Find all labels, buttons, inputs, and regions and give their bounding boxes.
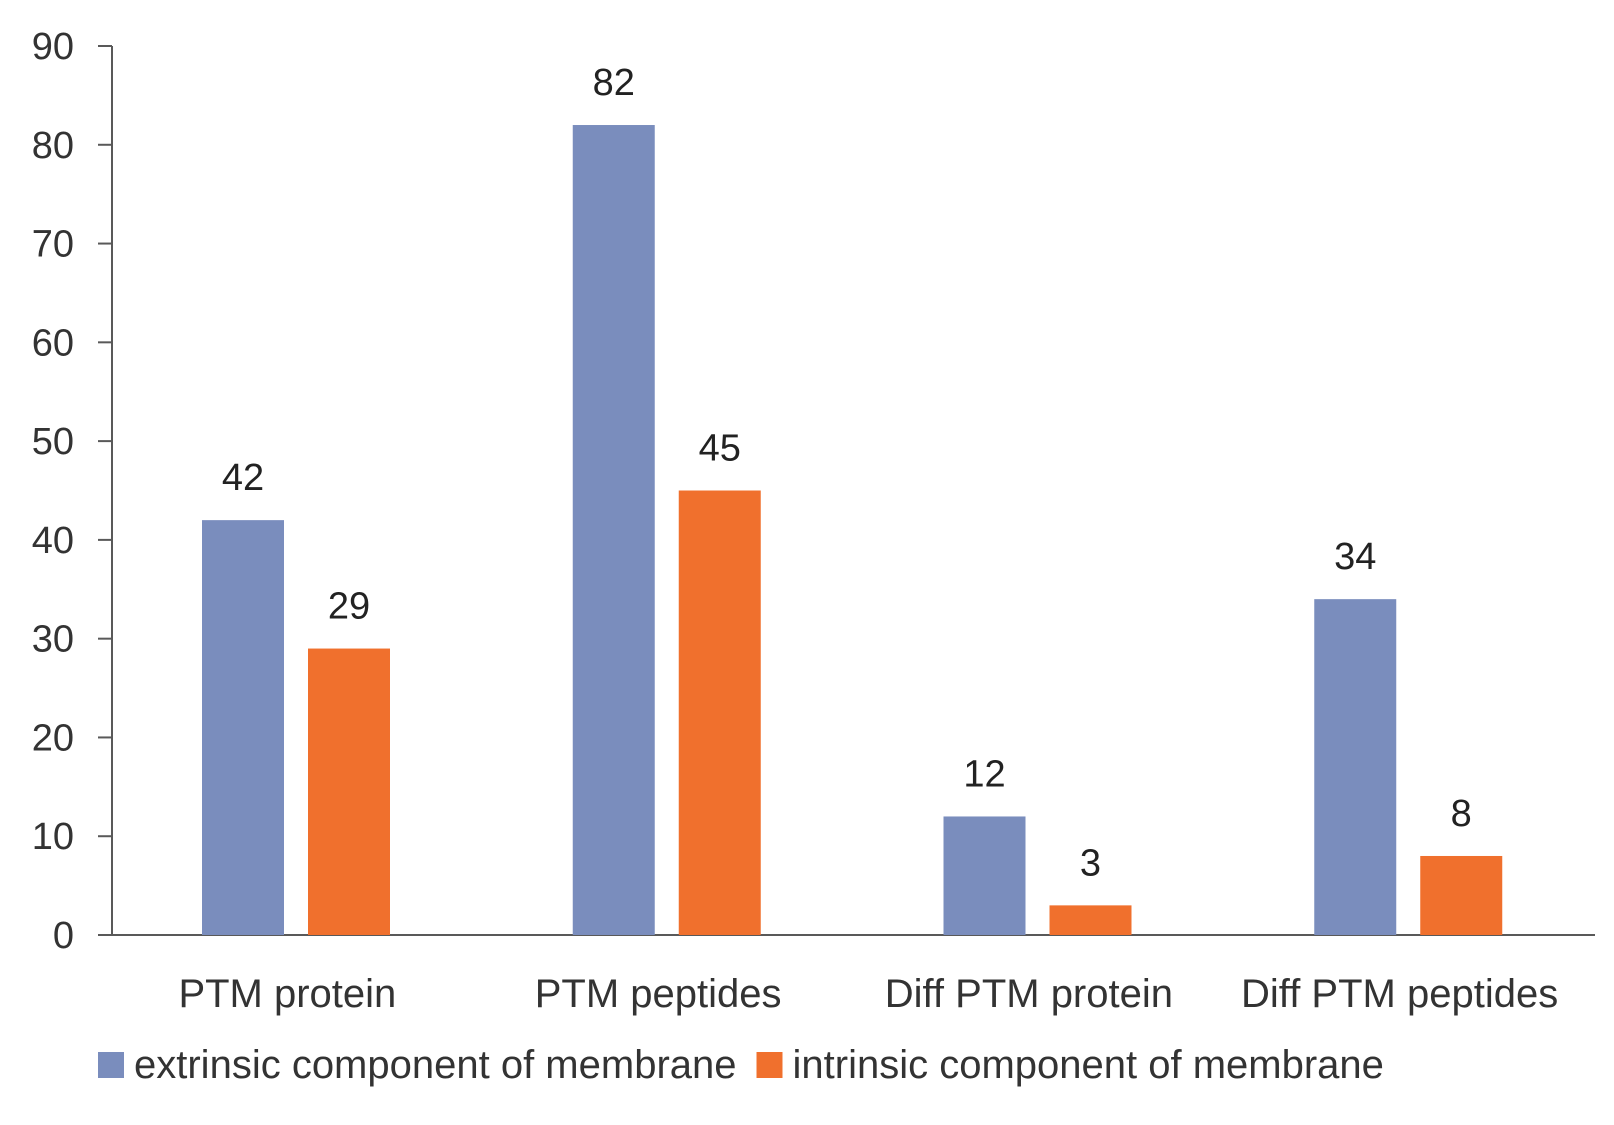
y-tick-label: 40	[32, 520, 74, 562]
category-label: Diff PTM peptides	[1241, 972, 1558, 1016]
data-labels: 42 29 82 45 12 3 34 8	[222, 62, 1472, 884]
data-label: 29	[328, 586, 370, 628]
category-label: PTM peptides	[535, 972, 782, 1016]
bar-intrinsic	[308, 648, 390, 935]
legend-swatch-intrinsic	[756, 1052, 783, 1078]
data-label: 42	[222, 457, 264, 499]
bar-extrinsic	[1314, 599, 1397, 935]
data-label: 45	[699, 428, 741, 470]
bar-extrinsic	[202, 520, 284, 935]
category-label: PTM protein	[178, 972, 396, 1016]
legend: extrinsic component of membrane intrinsic…	[98, 1043, 1384, 1087]
bars	[202, 125, 1503, 936]
y-tick-label: 90	[32, 26, 74, 68]
legend-label: intrinsic component of membrane	[793, 1043, 1384, 1087]
legend-swatch-extrinsic	[98, 1052, 124, 1078]
y-tick-label: 70	[32, 224, 74, 266]
data-label: 12	[963, 753, 1005, 795]
bar-extrinsic	[943, 816, 1026, 935]
bar-intrinsic	[1049, 905, 1132, 935]
y-tick-label: 30	[32, 619, 74, 661]
y-tick-label: 0	[53, 915, 74, 957]
y-tick-label: 80	[32, 125, 74, 167]
y-tick-label: 50	[32, 421, 74, 463]
data-label: 82	[593, 62, 635, 104]
data-label: 8	[1451, 793, 1472, 835]
category-label: Diff PTM protein	[885, 972, 1173, 1016]
y-axis: 0 10 20 30 40 50 60 70 80 90	[32, 26, 113, 957]
bar-extrinsic	[572, 125, 655, 936]
data-label: 3	[1080, 842, 1101, 884]
bar-intrinsic	[678, 490, 761, 935]
y-tick-label: 20	[32, 717, 74, 759]
y-tick-label: 60	[32, 322, 74, 364]
data-label: 34	[1334, 536, 1376, 578]
y-tick-label: 10	[32, 816, 74, 858]
category-labels: PTM protein PTM peptides Diff PTM protein D…	[178, 972, 1558, 1016]
bar-intrinsic	[1420, 855, 1503, 935]
legend-label: extrinsic component of membrane	[134, 1043, 737, 1087]
